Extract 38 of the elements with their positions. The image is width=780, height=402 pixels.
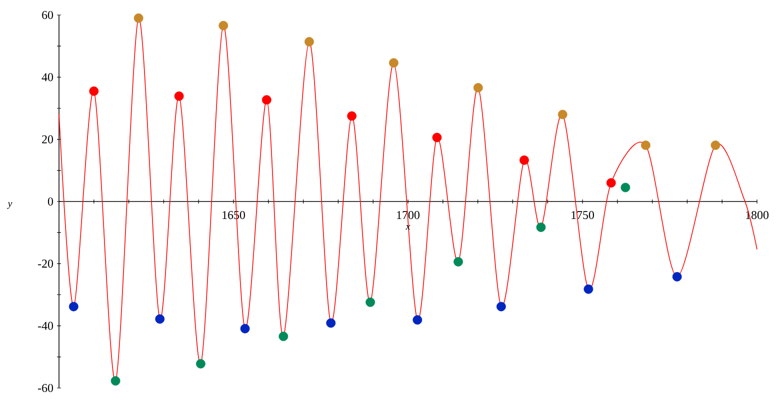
point [196, 359, 206, 368]
y-tick-label: -20 [38, 260, 54, 268]
y-axis-title: y [6, 202, 12, 209]
point [640, 140, 650, 150]
y-tick-label: 40 [42, 73, 54, 82]
point [606, 178, 616, 188]
point [558, 110, 568, 120]
point [262, 95, 272, 105]
y-tick-label: 60 [42, 10, 54, 20]
point [432, 132, 442, 142]
point [240, 324, 250, 334]
point [366, 298, 376, 307]
y-tick-label: 0 [48, 197, 54, 206]
point [68, 302, 78, 312]
point [326, 318, 336, 328]
point [347, 111, 357, 121]
y-tick-label: -40 [38, 322, 54, 330]
point [412, 315, 422, 325]
point [454, 257, 463, 266]
point [218, 20, 228, 30]
point [174, 91, 184, 101]
point [672, 272, 682, 282]
point [710, 140, 720, 150]
point [304, 37, 314, 46]
point [134, 13, 144, 23]
point [584, 284, 594, 294]
point [473, 83, 483, 92]
point [110, 376, 120, 386]
point [520, 155, 529, 165]
point [89, 86, 99, 96]
point [536, 222, 546, 232]
point [496, 302, 506, 312]
point [620, 182, 630, 192]
point [388, 58, 398, 68]
point [278, 332, 288, 342]
y-tick-label: -60 [38, 384, 54, 392]
y-tick-label: 20 [42, 135, 54, 144]
point [155, 314, 165, 324]
